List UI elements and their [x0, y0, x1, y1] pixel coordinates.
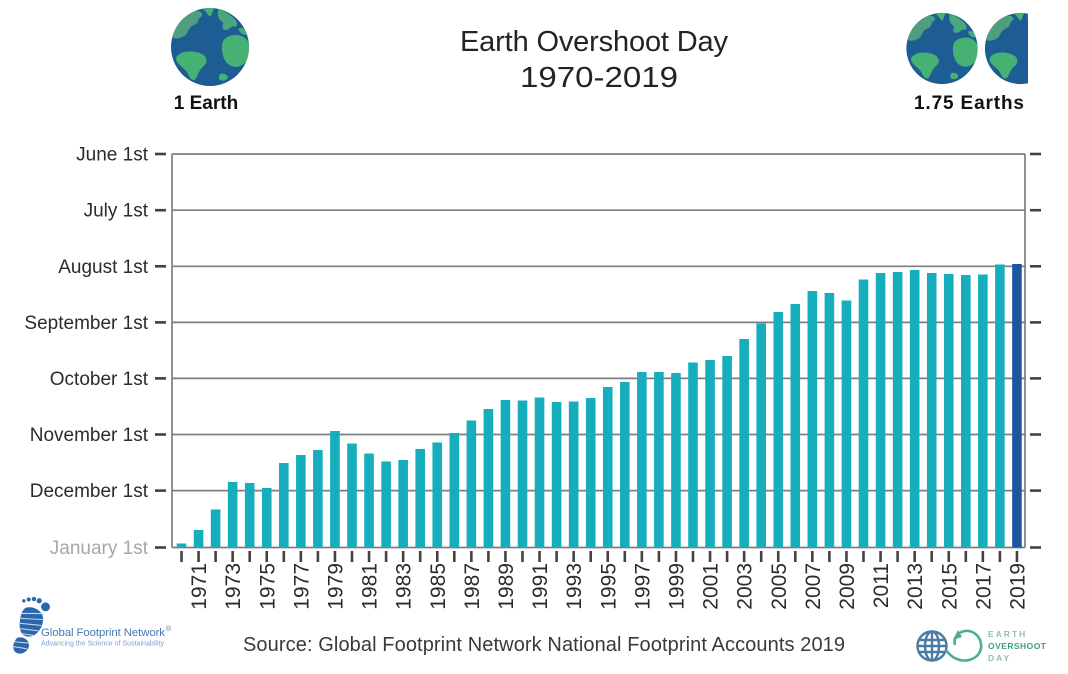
svg-text:1977: 1977 [290, 563, 313, 610]
svg-text:1991: 1991 [529, 563, 552, 610]
svg-text:1979: 1979 [324, 563, 347, 610]
svg-text:1 Earth: 1 Earth [174, 93, 238, 114]
svg-text:2015: 2015 [938, 563, 961, 610]
svg-text:Advancing the Science of Susta: Advancing the Science of Sustainability [41, 641, 165, 648]
svg-text:1989: 1989 [495, 563, 518, 610]
svg-text:2003: 2003 [734, 563, 757, 610]
svg-text:2017: 2017 [972, 563, 995, 610]
svg-text:Earth Overshoot Day: Earth Overshoot Day [460, 26, 729, 58]
svg-text:Source: Global Footprint Netwo: Source: Global Footprint Network Nationa… [243, 634, 845, 656]
svg-text:1983: 1983 [393, 563, 416, 610]
svg-text:2019: 2019 [1006, 563, 1029, 610]
svg-text:October 1st: October 1st [50, 369, 149, 390]
svg-text:1.75 Earths: 1.75 Earths [914, 93, 1024, 114]
svg-text:2013: 2013 [904, 563, 927, 610]
svg-text:June 1st: June 1st [76, 145, 149, 166]
svg-text:1987: 1987 [461, 563, 484, 610]
svg-text:1999: 1999 [665, 563, 688, 610]
svg-text:2009: 2009 [836, 563, 859, 610]
svg-text:2005: 2005 [768, 563, 791, 610]
svg-text:1993: 1993 [563, 563, 586, 610]
svg-text:Global Footprint Network: Global Footprint Network [41, 627, 165, 639]
svg-text:1985: 1985 [427, 563, 450, 610]
svg-text:1971: 1971 [188, 563, 211, 610]
svg-text:2011: 2011 [870, 563, 893, 608]
svg-text:August 1st: August 1st [58, 257, 148, 278]
svg-text:®: ® [166, 625, 172, 633]
svg-text:1997: 1997 [631, 563, 654, 610]
svg-text:OVERSHOOT: OVERSHOOT [988, 641, 1047, 651]
svg-text:January 1st: January 1st [50, 538, 149, 559]
svg-text:November 1st: November 1st [30, 425, 149, 446]
svg-text:July 1st: July 1st [84, 201, 149, 222]
svg-text:2007: 2007 [802, 563, 825, 610]
svg-text:1970-2019: 1970-2019 [520, 62, 678, 94]
svg-text:1973: 1973 [222, 563, 245, 610]
svg-text:1981: 1981 [359, 563, 382, 610]
svg-text:1975: 1975 [256, 563, 279, 610]
svg-text:December 1st: December 1st [30, 481, 149, 502]
svg-text:September 1st: September 1st [24, 313, 148, 334]
svg-text:DAY: DAY [988, 653, 1011, 663]
svg-text:1995: 1995 [597, 563, 620, 610]
svg-text:2001: 2001 [700, 563, 723, 610]
svg-text:EARTH: EARTH [988, 629, 1027, 639]
